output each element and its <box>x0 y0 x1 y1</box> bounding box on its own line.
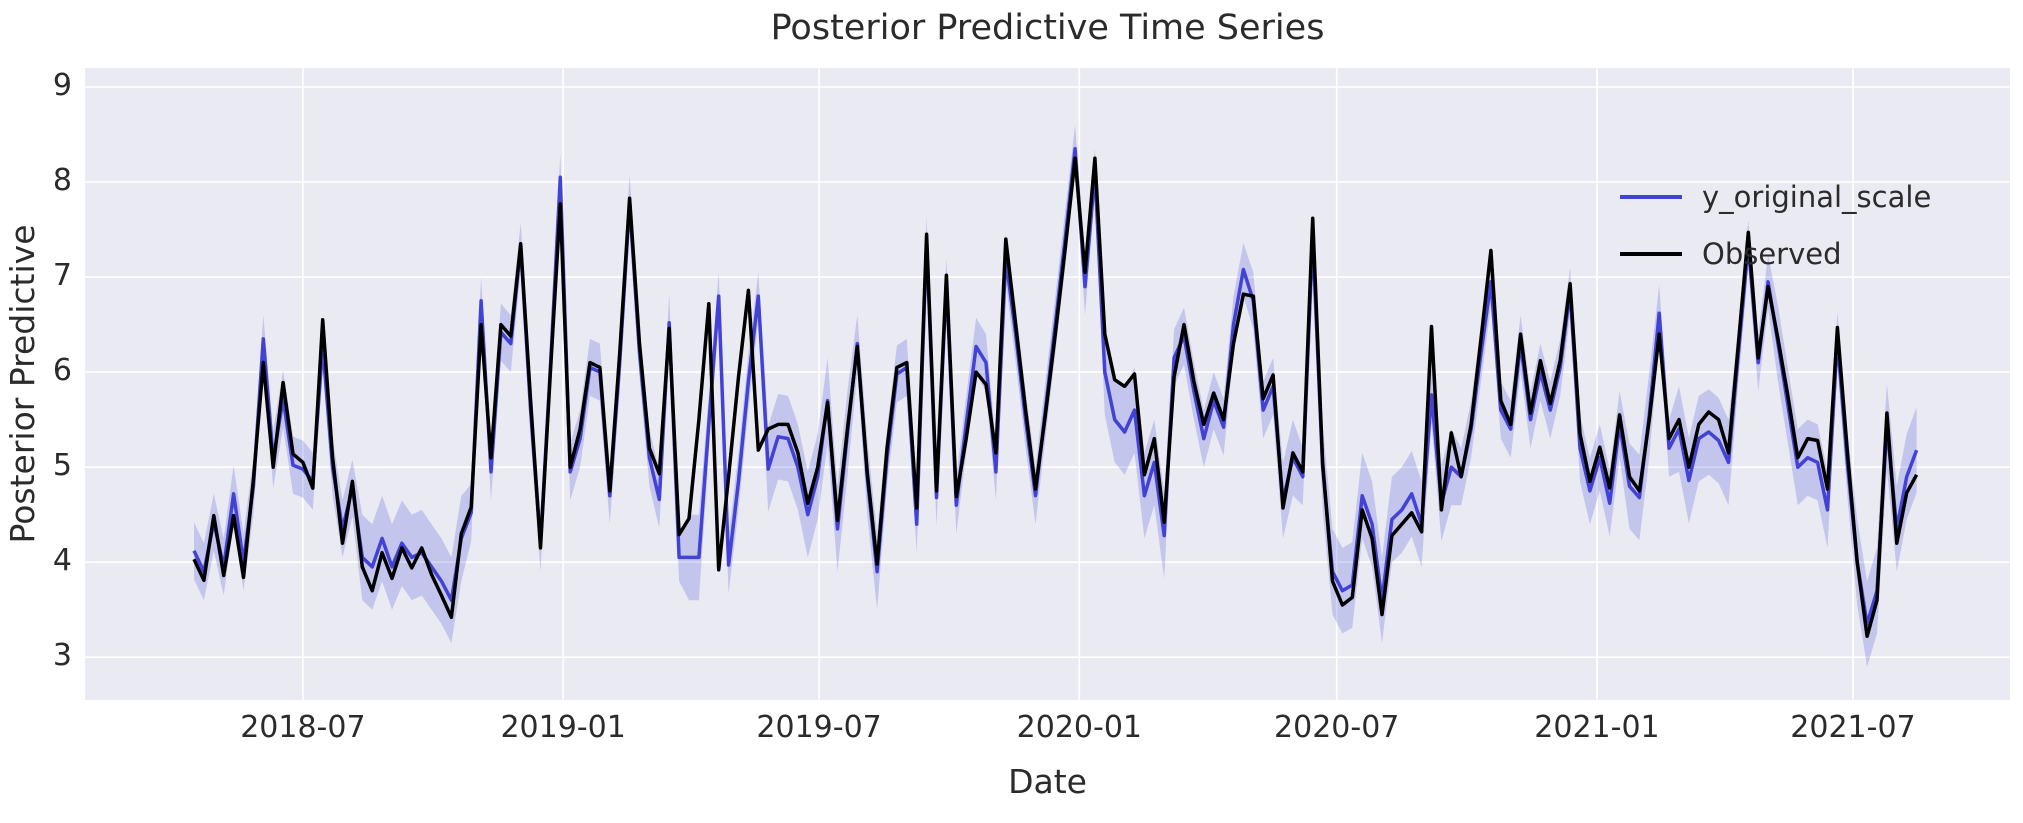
chart-title: Posterior Predictive Time Series <box>770 8 1325 48</box>
y-tick-label: 5 <box>52 448 72 484</box>
x-tick-label: 2020-07 <box>1274 710 1400 745</box>
plot-area: y_original_scale Observed <box>85 68 2010 700</box>
y-tick-label: 4 <box>52 543 72 579</box>
x-tick-label: 2021-07 <box>1790 710 1916 745</box>
gridlines <box>85 68 2010 700</box>
y-tick-label: 3 <box>52 638 72 674</box>
x-tick-label: 2019-01 <box>500 710 626 745</box>
y-tick-label: 7 <box>52 258 72 294</box>
y-tick-label: 9 <box>52 68 72 103</box>
legend-entry-observed: Observed <box>1620 225 1931 282</box>
x-tick-label: 2019-07 <box>756 710 882 745</box>
y-tick-label: 6 <box>52 353 72 389</box>
legend-label-predicted: y_original_scale <box>1702 179 1932 214</box>
y-tick-label: 8 <box>52 163 72 199</box>
x-tick-label: 2020-01 <box>1016 710 1142 745</box>
observed-line-swatch <box>1620 251 1682 256</box>
x-axis-label: Date <box>1008 762 1087 801</box>
legend-label-observed: Observed <box>1702 236 1842 271</box>
legend: y_original_scale Observed <box>1620 168 1931 282</box>
x-tick-label: 2021-01 <box>1534 710 1660 745</box>
predicted-line-swatch <box>1620 194 1682 199</box>
observed-line <box>192 156 1919 639</box>
legend-entry-predicted: y_original_scale <box>1620 168 1931 225</box>
x-tick-label: 2018-07 <box>240 710 366 745</box>
chart-canvas <box>85 68 2010 700</box>
